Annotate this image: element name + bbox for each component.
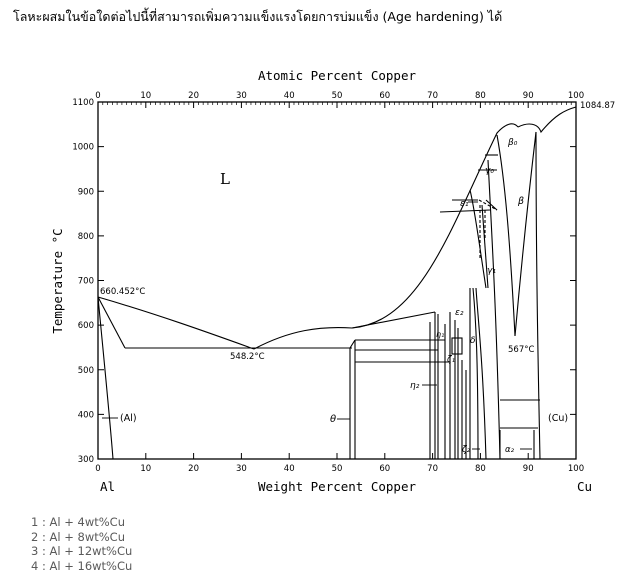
top-tick-label: 0 — [95, 91, 100, 101]
top-tick-label: 70 — [427, 91, 438, 101]
al-cu-phase-diagram: Atomic Percent Copper 0 10 20 30 40 50 60 70 80 9… — [0, 60, 631, 508]
left-element-label: Al — [100, 479, 115, 494]
al-phase-label: (Al) — [120, 413, 137, 424]
bottom-tick-label: 100 — [568, 464, 584, 474]
choice-3[interactable]: 3 : Al + 12wt%Cu — [31, 544, 133, 558]
top-tick-label: 90 — [523, 91, 534, 101]
alpha2-label: α₂ — [505, 445, 515, 455]
bottom-tick-label: 0 — [95, 464, 100, 474]
left-tick-label: 400 — [78, 410, 94, 420]
eta1-label: η₁ — [436, 330, 444, 339]
bottom-axis-title: Weight Percent Copper — [258, 479, 417, 494]
top-axis-ticks: 0 10 20 30 40 50 60 70 80 90 100 — [95, 91, 584, 108]
theta-label: θ — [330, 414, 336, 425]
left-tick-label: 900 — [78, 187, 94, 197]
answer-choices: 1 : Al + 4wt%Cu 2 : Al + 8wt%Cu 3 : Al +… — [31, 515, 132, 573]
phase-labels: 1084.87 660.452°C 548.2°C 567°C L (Al) (… — [100, 101, 615, 455]
cu-phase-label: (Cu) — [548, 413, 568, 424]
top-tick-label: 60 — [379, 91, 390, 101]
zeta1-label: ζ₁ — [446, 355, 455, 365]
left-axis-title: Temperature °C — [50, 228, 65, 333]
top-tick-label: 20 — [188, 91, 199, 101]
choice-4[interactable]: 4 : Al + 16wt%Cu — [31, 558, 133, 573]
left-tick-label: 700 — [78, 277, 94, 287]
choice-2[interactable]: 2 : Al + 8wt%Cu — [31, 529, 125, 544]
bottom-tick-label: 70 — [427, 464, 438, 474]
plot-frame — [97, 101, 577, 460]
bottom-tick-label: 50 — [332, 464, 343, 474]
epsilon1-label: ε₁ — [460, 199, 469, 209]
top-tick-label: 10 — [140, 91, 151, 101]
delta-label: δ — [470, 336, 476, 346]
question-text: โลหะผสมในข้อใดต่อไปนี้ที่สามารถเพิ่มความ… — [13, 9, 503, 24]
choice-1[interactable]: 1 : Al + 4wt%Cu — [31, 515, 125, 529]
top-tick-label: 100 — [568, 91, 584, 101]
bottom-tick-label: 20 — [188, 464, 199, 474]
eutectoid-label: 567°C — [508, 345, 534, 355]
bottom-tick-label: 40 — [284, 464, 295, 474]
bottom-tick-label: 30 — [236, 464, 247, 474]
right-element-label: Cu — [577, 479, 592, 494]
left-tick-label: 300 — [78, 455, 94, 465]
bottom-axis-ticks: 0 10 20 30 40 50 60 70 80 90 100 — [95, 453, 584, 474]
gamma0-label: γ₀ — [485, 166, 494, 176]
cu-melting-label: 1084.87 — [580, 101, 615, 111]
top-tick-label: 30 — [236, 91, 247, 101]
gamma1-label: γ₁ — [487, 266, 496, 276]
top-tick-label: 50 — [332, 91, 343, 101]
bottom-tick-label: 10 — [140, 464, 151, 474]
epsilon2-label: ε₂ — [455, 308, 464, 318]
beta0-label: β₀ — [507, 138, 518, 148]
label-arrows — [102, 201, 532, 450]
left-tick-label: 1100 — [72, 98, 94, 108]
bottom-tick-label: 80 — [475, 464, 486, 474]
left-tick-label: 1000 — [72, 143, 94, 153]
top-tick-label: 40 — [284, 91, 295, 101]
left-tick-label: 500 — [78, 366, 94, 376]
eta2-label: η₂ — [410, 381, 420, 391]
bottom-tick-label: 60 — [379, 464, 390, 474]
beta-label: β — [517, 196, 524, 207]
zeta2-label: ζ₂ — [461, 445, 471, 455]
eutectic-label: 548.2°C — [230, 352, 265, 362]
liquid-label: L — [220, 170, 230, 188]
bottom-tick-label: 90 — [523, 464, 534, 474]
left-tick-label: 800 — [78, 232, 94, 242]
al-melting-label: 660.452°C — [100, 287, 145, 297]
top-axis-title: Atomic Percent Copper — [258, 68, 417, 83]
top-tick-label: 80 — [475, 91, 486, 101]
left-tick-label: 600 — [78, 321, 94, 331]
phase-boundaries — [97, 106, 577, 460]
left-axis-ticks: 1100 1000 900 800 700 600 500 400 300 — [72, 98, 576, 465]
